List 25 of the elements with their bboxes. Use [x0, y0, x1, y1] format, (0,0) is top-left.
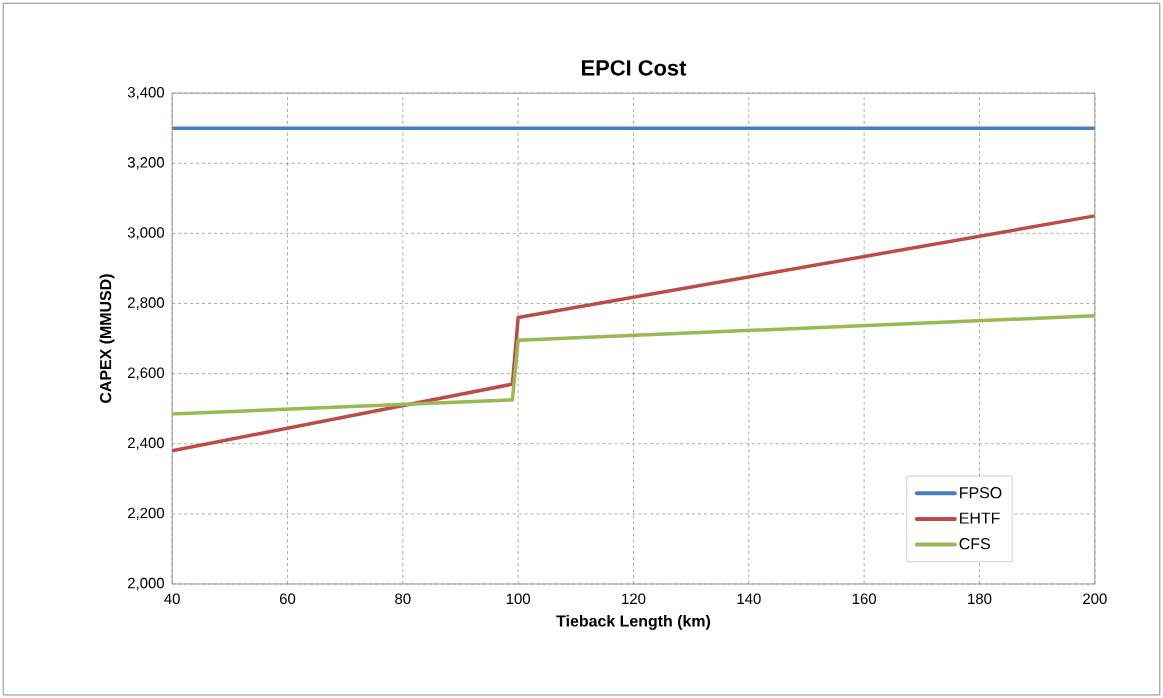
x-tick-label: 100: [506, 593, 531, 605]
x-tick-label: 40: [164, 593, 180, 605]
x-tick-label: 160: [852, 593, 877, 605]
y-tick-label: 2,200: [128, 507, 165, 520]
y-tick-label: 2,600: [128, 367, 165, 380]
y-tick-label: 3,400: [127, 86, 165, 100]
y-tick-label: 2,000: [128, 577, 165, 591]
legend-label: CFS: [959, 538, 990, 550]
chart-title: EPCI Cost: [582, 60, 687, 76]
x-tick-label: 180: [968, 593, 992, 605]
x-tick-label: 140: [737, 593, 761, 605]
x-tick-label: 80: [395, 593, 411, 605]
line-series: [172, 313, 1095, 416]
legend-label: FPSO: [960, 486, 1002, 499]
y-axis-title: CAPEX (MMUSD): [99, 274, 115, 403]
x-tick-label: 60: [279, 593, 296, 605]
x-axis-title: Tieback Length (km): [556, 614, 711, 630]
legend-label: EHTF: [960, 512, 1000, 524]
y-tick-label: 3,000: [127, 227, 165, 240]
x-tick-label: 120: [622, 593, 646, 605]
y-tick-label: 2,400: [128, 437, 165, 450]
x-tick-label: 200: [1083, 593, 1107, 605]
line-series: [172, 214, 1095, 453]
y-tick-label: 3,200: [127, 157, 165, 170]
y-tick-label: 2,800: [128, 297, 165, 310]
